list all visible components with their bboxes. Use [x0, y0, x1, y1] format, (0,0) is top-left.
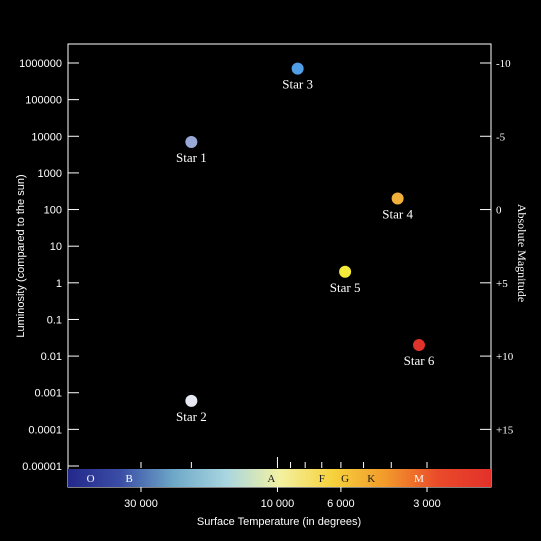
spectral-class-g: G [341, 473, 349, 485]
y-tick-label: 0.00001 [22, 461, 62, 473]
spectral-class-b: B [125, 473, 132, 485]
temperature-color-bar [68, 469, 491, 487]
y2-axis-ticks: -10 -5 0 +5 +10 +15 [480, 58, 514, 436]
star-point-4 [391, 192, 404, 205]
y-tick-label: 10000 [31, 131, 62, 143]
spectral-class-o: O [87, 473, 95, 485]
y-tick-label: 0.0001 [28, 424, 62, 436]
y2-tick-label: +5 [496, 278, 508, 290]
y-axis-title: Luminosity (compared to the sun) [15, 174, 27, 337]
spectral-class-k: K [367, 473, 375, 485]
spectral-class-a: A [267, 473, 275, 485]
x-tick-label: 3 000 [413, 498, 441, 510]
star-label-1: Star 1 [176, 150, 207, 165]
star-label-6: Star 6 [404, 353, 435, 368]
y-tick-label: 0.01 [41, 351, 62, 363]
y-tick-label: 10 [50, 241, 62, 253]
star-point-2 [185, 394, 198, 407]
x-axis-title: Surface Temperature (in degrees) [197, 516, 361, 528]
x-axis-ticks: 30 000 10 000 6 000 3 000 [124, 457, 441, 510]
y-axis-ticks: 1000000 100000 10000 1000 100 10 1 0.1 0.01 0.001… [19, 58, 79, 473]
y2-tick-label: 0 [496, 205, 502, 217]
y-tick-label: 1000 [38, 168, 62, 180]
star-point-3 [291, 62, 304, 75]
plot-frame [67, 43, 492, 488]
y2-axis-title: Absolute Magnitude [515, 204, 529, 302]
y-tick-label: 1 [56, 278, 62, 290]
star-label-2: Star 2 [176, 409, 207, 424]
star-points: Star 1 Star 2 Star 3 Star 4 Star 5 Star 6 [176, 62, 435, 424]
star-point-5 [339, 265, 352, 278]
y-tick-label: 100000 [25, 95, 62, 107]
x-tick-label: 30 000 [124, 498, 158, 510]
y2-tick-label: +15 [496, 424, 514, 436]
star-label-5: Star 5 [330, 280, 361, 295]
spectral-class-f: F [319, 473, 325, 485]
y-tick-label: 0.1 [47, 314, 62, 326]
spectral-class-m: M [414, 473, 424, 485]
star-point-1 [185, 135, 198, 148]
x-tick-label: 6 000 [327, 498, 355, 510]
star-label-3: Star 3 [282, 77, 313, 92]
y-tick-label: 1000000 [19, 58, 62, 70]
star-label-4: Star 4 [382, 207, 413, 222]
y2-tick-label: -5 [496, 131, 506, 143]
y2-tick-label: +10 [496, 351, 514, 363]
star-point-6 [412, 339, 425, 352]
y2-tick-label: -10 [496, 58, 511, 70]
x-tick-label: 10 000 [261, 498, 295, 510]
y-tick-label: 100 [44, 205, 62, 217]
y-tick-label: 0.001 [34, 388, 62, 400]
